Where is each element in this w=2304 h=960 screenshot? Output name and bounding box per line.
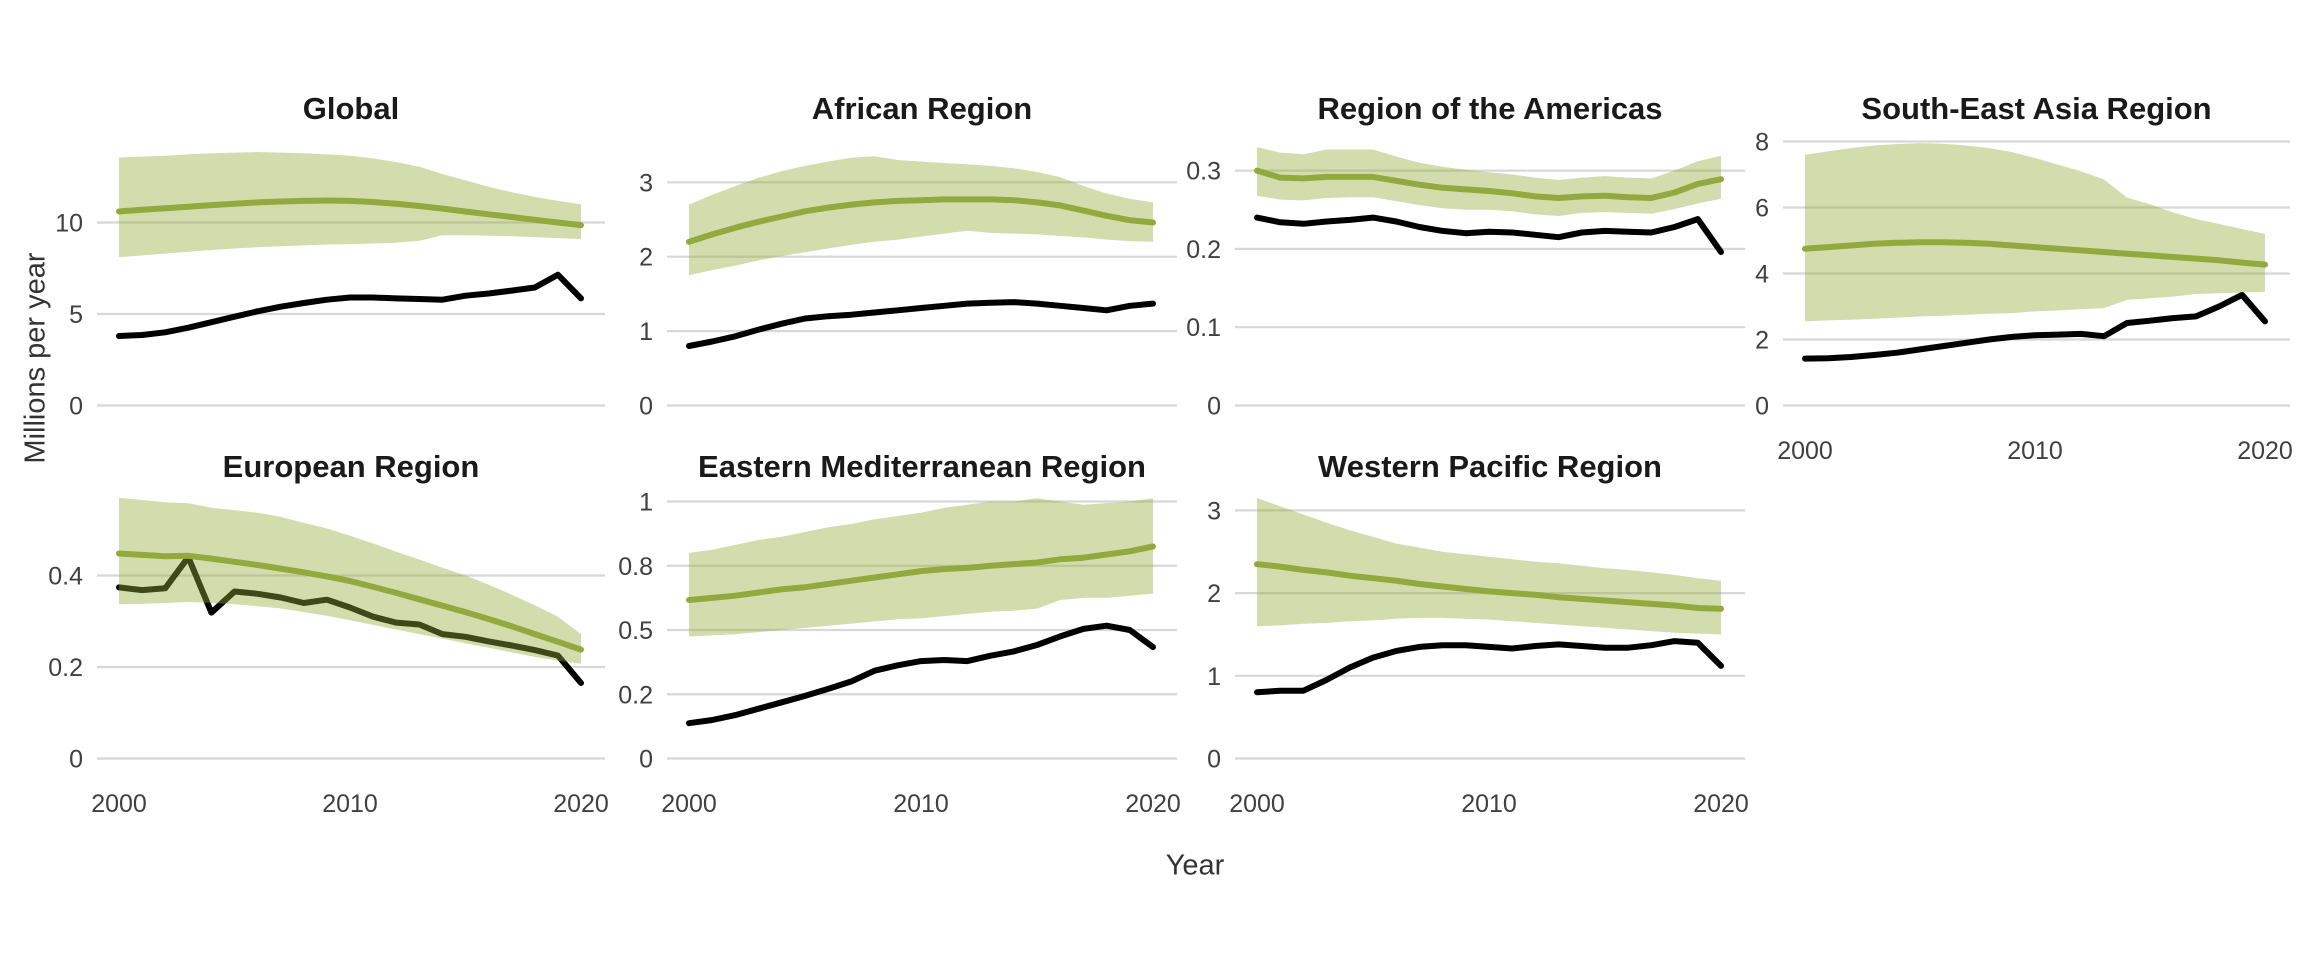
confidence-band: [119, 152, 581, 258]
y-tick-label: 1: [639, 489, 653, 517]
y-tick-label: 0.3: [1186, 158, 1221, 186]
x-tick-label: 2020: [1693, 790, 1749, 818]
x-tick-label: 2000: [1777, 437, 1833, 465]
confidence-band: [689, 156, 1153, 276]
y-tick-label: 0.4: [48, 563, 83, 591]
y-tick-label: 0: [1207, 746, 1221, 774]
observed-line: [116, 554, 584, 686]
y-tick-label: 5: [69, 301, 83, 329]
x-tick-label: 2000: [1229, 790, 1285, 818]
observed-line: [116, 271, 584, 339]
y-tick-label: 0: [69, 393, 83, 421]
panel-title: African Region: [812, 91, 1032, 126]
y-tick-label: 0: [1755, 393, 1769, 421]
y-tick-label: 2: [1207, 580, 1221, 608]
y-axis-title: Millions per year: [19, 252, 52, 464]
trend-line: [686, 543, 1156, 603]
x-tick-label: 2000: [91, 790, 147, 818]
panel-title: Western Pacific Region: [1318, 449, 1662, 484]
y-tick-label: 0: [1207, 393, 1221, 421]
y-tick-label: 2: [639, 244, 653, 272]
x-tick-label: 2010: [893, 790, 949, 818]
panel-title: Eastern Mediterranean Region: [698, 449, 1146, 484]
y-tick-label: 0.2: [618, 681, 653, 709]
y-tick-label: 8: [1755, 129, 1769, 157]
panel-african-region: 0 1 2 3 African Region: [639, 91, 1177, 421]
panel-title: European Region: [223, 449, 480, 484]
x-tick-label: 2010: [1461, 790, 1517, 818]
panel-south-east-asia-region: 0 2 4 6 8 2000 2010 2020 South-East Asia Region: [1755, 91, 2293, 465]
y-tick-label: 0: [69, 746, 83, 774]
observed-line: [686, 622, 1156, 727]
y-tick-label: 3: [1207, 497, 1221, 525]
panel-region-of-the-americas: 0 0.1 0.2 0.3 Region of the Americas: [1186, 91, 1745, 421]
y-tick-label: 0.2: [48, 654, 83, 682]
panel-global: 0 5 10 Global: [55, 91, 605, 421]
y-tick-label: 0.1: [1186, 314, 1221, 342]
confidence-band: [1257, 147, 1721, 216]
observed-line: [1254, 638, 1724, 696]
y-tick-label: 10: [55, 210, 83, 238]
y-tick-label: 0: [639, 393, 653, 421]
trend-line: [116, 197, 584, 229]
confidence-band: [689, 498, 1153, 637]
y-tick-label: 2: [1755, 327, 1769, 355]
x-axis-title: Year: [1165, 849, 1225, 882]
panel-title: Region of the Americas: [1317, 91, 1662, 126]
panel-european-region: 0 0.2 0.4 2000 2010 2020 European Region: [48, 449, 609, 818]
trend-line: [116, 550, 584, 653]
observed-line: [686, 299, 1156, 349]
x-tick-label: 2020: [1125, 790, 1181, 818]
trend-line: [1254, 561, 1724, 612]
y-tick-label: 3: [639, 169, 653, 197]
y-tick-label: 1: [639, 318, 653, 346]
y-tick-label: 4: [1755, 261, 1769, 289]
observed-line: [1254, 214, 1724, 255]
y-tick-label: 0.5: [618, 617, 653, 645]
y-tick-label: 1: [1207, 663, 1221, 691]
y-tick-label: 0.8: [618, 553, 653, 581]
observed-line: [1802, 291, 2268, 362]
trend-line: [686, 196, 1156, 245]
trend-line: [1254, 167, 1724, 201]
x-tick-label: 2020: [553, 790, 609, 818]
panel-eastern-mediterranean-region: 0 0.2 0.5 0.8 1 2000 2010 2020 Eastern Mediterra…: [618, 449, 1181, 818]
confidence-band: [1805, 143, 2265, 322]
x-tick-label: 2010: [2007, 437, 2063, 465]
y-tick-label: 0.2: [1186, 236, 1221, 264]
panel-title: South-East Asia Region: [1861, 91, 2211, 126]
trend-line: [1802, 239, 2268, 268]
x-tick-label: 2000: [661, 790, 717, 818]
x-tick-label: 2020: [2237, 437, 2293, 465]
x-tick-label: 2010: [322, 790, 378, 818]
y-tick-label: 0: [639, 746, 653, 774]
y-tick-label: 6: [1755, 195, 1769, 223]
panel-title: Global: [303, 91, 399, 126]
panel-western-pacific-region: 0 1 2 3 2000 2010 2020 Western Pacific Region: [1207, 449, 1749, 818]
